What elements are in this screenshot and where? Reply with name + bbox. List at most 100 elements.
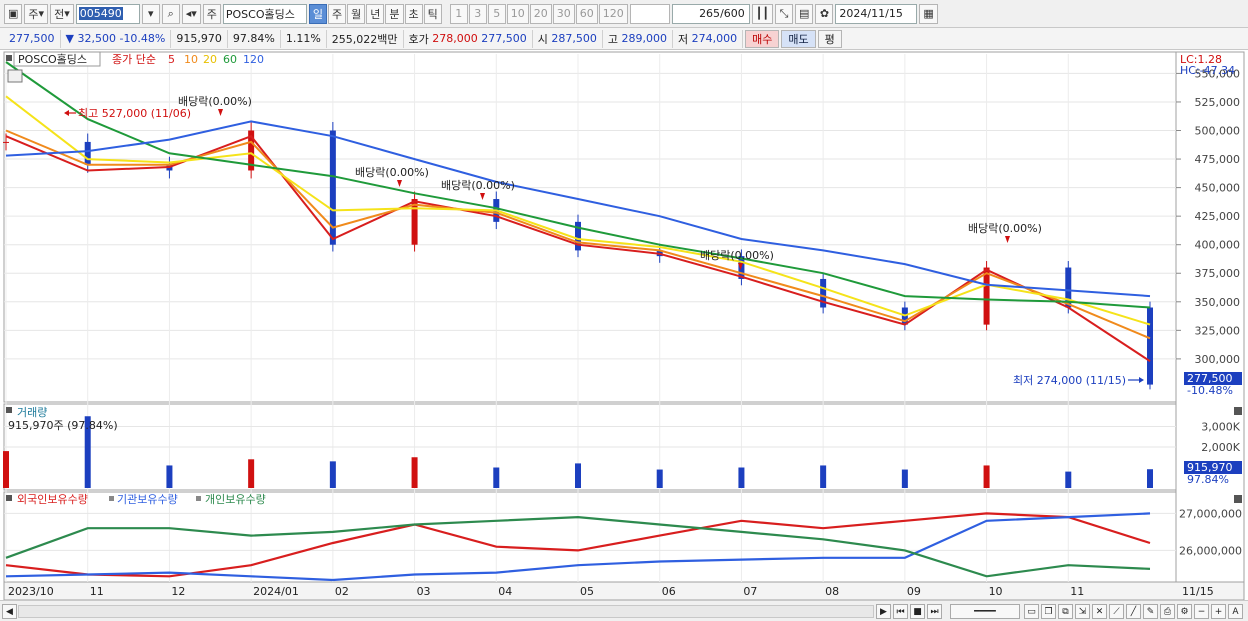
candle-body — [1065, 267, 1072, 308]
legend-institution: 기관보유수량 — [117, 493, 178, 506]
fit-icon[interactable]: ⇲ — [1075, 604, 1090, 619]
scroll-left-icon[interactable]: ◀ — [2, 604, 17, 619]
tab-day[interactable]: 일 — [308, 3, 328, 24]
volume-value: 915,970 — [171, 29, 228, 48]
buy-button[interactable]: 매수 — [745, 29, 780, 48]
volume-tick-label: 2,000K — [1201, 441, 1240, 454]
volume-tick-label: 3,000K — [1201, 421, 1240, 434]
price-tick-label: 300,000 — [1195, 353, 1241, 366]
interval-button[interactable]: 60 — [575, 3, 598, 24]
tab-tick[interactable]: 틱 — [423, 3, 442, 24]
interval-button[interactable]: 120 — [598, 3, 628, 24]
prev-button[interactable]: 전 ▾ — [50, 3, 74, 24]
copy-icon[interactable]: ❐ — [1041, 604, 1056, 619]
split-icon[interactable]: ⧉ — [1058, 604, 1073, 619]
main-toolbar: ▣ 주 ▾ 전 ▾ 005490 ▾ ⌕ ◂▾ 주 POSCO홀딩스 일 주 월 년… — [0, 0, 1248, 28]
trend-tool-icon[interactable]: ⟋ — [1109, 604, 1124, 619]
x-tick-label: 11 — [1070, 585, 1084, 598]
last-page-icon[interactable]: ⏭ — [927, 604, 942, 619]
stop-icon[interactable]: ■ — [910, 604, 925, 619]
low-value: 274,000 — [691, 32, 738, 45]
interval-button[interactable]: 3 — [468, 3, 487, 24]
layout-icon[interactable]: ▭ — [1024, 604, 1039, 619]
data-count-total: /600 — [720, 7, 745, 20]
window-icon[interactable]: ▣ — [4, 3, 23, 24]
tab-second[interactable]: 초 — [404, 3, 423, 24]
stock-name-field: POSCO홀딩스 — [222, 3, 307, 24]
gear-icon[interactable]: ✿ — [815, 3, 834, 24]
zoom-in-icon[interactable]: + — [1211, 604, 1226, 619]
holdings-tick-label: 26,000,000 — [1179, 544, 1242, 557]
volume-bar — [820, 465, 827, 488]
stock-name-tag[interactable] — [13, 51, 101, 67]
settings-icon[interactable]: ⚙ — [1177, 604, 1192, 619]
candle-body — [3, 141, 9, 143]
interval-button[interactable]: 30 — [552, 3, 575, 24]
calendar-icon[interactable]: ▦ — [919, 3, 938, 24]
hc-label: HC:-47.34 — [1180, 64, 1235, 77]
scroll-right-icon[interactable]: ▶ — [876, 604, 891, 619]
interval-button[interactable]: 10 — [506, 3, 529, 24]
interval-button[interactable]: 1 — [449, 3, 468, 24]
holdings-close-icon[interactable] — [1234, 495, 1242, 503]
line-tool-icon[interactable]: ╱ — [1126, 604, 1141, 619]
low-marker: 최저 274,000 (11/15) — [1013, 374, 1144, 387]
current-price: 277,500 — [4, 29, 61, 48]
dividend-arrow-icon — [738, 263, 743, 270]
date-input[interactable]: 2024/11/15 — [835, 3, 918, 24]
save-icon[interactable]: ▤ — [795, 3, 814, 24]
market-select[interactable]: 주 ▾ — [24, 3, 49, 24]
candle-body — [411, 199, 418, 245]
first-page-icon[interactable]: ⏮ — [893, 604, 908, 619]
price-tick-label: 375,000 — [1195, 267, 1241, 280]
holdings-line-2 — [5, 515, 1151, 578]
volume-bar — [3, 451, 9, 488]
price-tick-label: 400,000 — [1195, 239, 1241, 252]
legend-ma5: 5 — [168, 53, 175, 66]
stock-code-input[interactable]: 005490 — [75, 3, 140, 24]
data-count-field[interactable]: 265/600 — [671, 3, 750, 24]
code-dropdown-icon[interactable]: ▾ — [141, 3, 160, 24]
sell-button[interactable]: 매도 — [781, 29, 816, 48]
interval-button[interactable]: 5 — [487, 3, 506, 24]
dividend-label: 배당락(0.00%) — [441, 179, 515, 192]
legend-type: 종가 단순 — [112, 53, 156, 66]
draw-tool-icon[interactable]: ✎ — [1143, 604, 1158, 619]
zoom-slider[interactable]: ━━━━ — [950, 604, 1020, 619]
stock-type-icon[interactable]: 주 — [202, 3, 221, 24]
volume-close-icon[interactable] — [1234, 407, 1242, 415]
grid-toggle-icon[interactable] — [7, 69, 23, 83]
candle-icon[interactable]: ┃┃ — [751, 3, 774, 24]
scroll-track[interactable] — [18, 605, 874, 618]
tab-week[interactable]: 주 — [328, 3, 347, 24]
crosshair-icon[interactable]: ⤡ — [775, 3, 794, 24]
interval-combo[interactable] — [629, 3, 670, 24]
price-tick-label: 425,000 — [1195, 210, 1241, 223]
x-tick-label: 2023/10 — [8, 585, 54, 598]
dividend-label: 배당락(0.00%) — [700, 249, 774, 262]
tab-year[interactable]: 년 — [366, 3, 385, 24]
eval-button[interactable]: 평 — [817, 29, 842, 48]
zoom-out-icon[interactable]: − — [1194, 604, 1209, 619]
x-tick-label: 06 — [662, 585, 676, 598]
price-tick-label: 450,000 — [1195, 182, 1241, 195]
date-value: 2024/11/15 — [839, 7, 903, 20]
interval-button[interactable]: 20 — [529, 3, 552, 24]
volume-bar — [575, 463, 581, 488]
crosshair-tool-icon[interactable]: ✕ — [1092, 604, 1107, 619]
x-tick-label: 12 — [171, 585, 185, 598]
print-icon[interactable]: ⎙ — [1160, 604, 1175, 619]
candle-body — [738, 256, 745, 279]
x-tick-label: 08 — [825, 585, 839, 598]
tab-minute[interactable]: 분 — [385, 3, 404, 24]
chart-svg[interactable]: 300,000 325,000 350,000 375,000 400,000 425,0… — [0, 50, 1248, 601]
tab-month[interactable]: 월 — [347, 3, 366, 24]
axis-layer: 300,000 325,000 350,000 375,000 400,000 425,0… — [8, 67, 1242, 598]
chart-area: 300,000 325,000 350,000 375,000 400,000 425,0… — [0, 50, 1248, 601]
search-icon[interactable]: ⌕ — [161, 3, 180, 24]
candle-body — [983, 267, 990, 325]
font-icon[interactable]: A — [1228, 604, 1243, 619]
speaker-icon[interactable]: ◂▾ — [181, 3, 201, 24]
low-arrow-icon — [1139, 377, 1144, 383]
lc-label: LC:1.28 — [1180, 53, 1222, 66]
